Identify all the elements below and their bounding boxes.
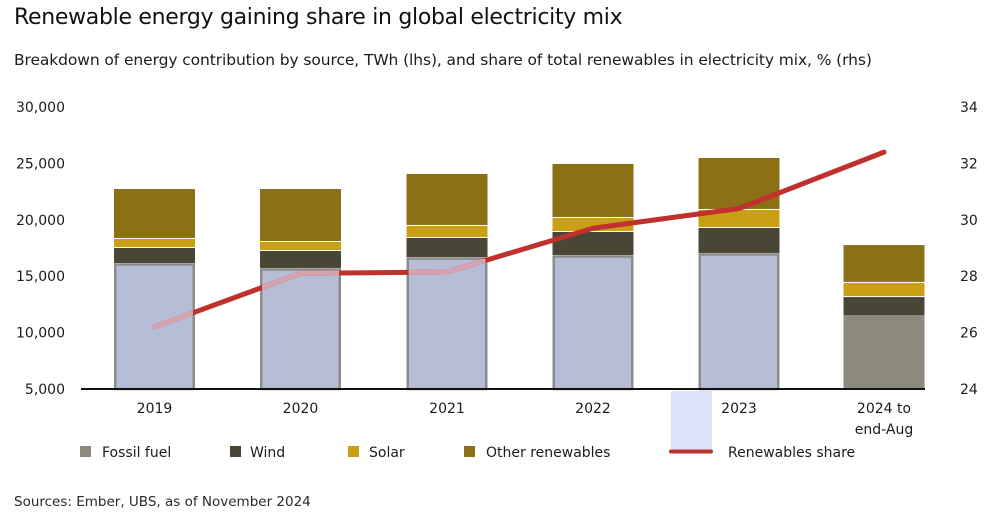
x-axis-tick-label: 2021 [429, 401, 465, 417]
legend-swatch-fossil-fuel [80, 446, 91, 457]
legend-selection-highlight [671, 391, 712, 451]
x-axis-tick-label: 2019 [137, 401, 173, 417]
right-axis-tick-label: 30 [960, 213, 978, 229]
bar-other-renewables-2022 [552, 163, 634, 217]
x-axis-tick-label: 2023 [721, 401, 757, 417]
legend-swatch-wind [230, 446, 241, 457]
x-axis-tick-label: end-Aug [855, 422, 913, 438]
renewables-share-line-highlighted [152, 254, 778, 330]
left-axis-tick-label: 15,000 [16, 269, 65, 285]
selection-overlay-layer [152, 254, 778, 330]
bar-other-renewables-2020 [260, 188, 341, 242]
bar-wind-2022 [552, 231, 634, 255]
legend-label-solar: Solar [369, 445, 405, 461]
bar-solar-2020 [260, 242, 341, 251]
x-axis-tick-label: 2024 to [857, 401, 911, 417]
legend-label-other-renewables: Other renewables [486, 445, 610, 461]
bar-wind-2023 [698, 228, 780, 253]
bar-fossil-fuel-2020 [260, 268, 341, 391]
bar-other-renewables-2023 [698, 157, 780, 209]
left-axis-tick-label: 25,000 [16, 156, 65, 172]
right-axis-tick-label: 34 [960, 100, 978, 116]
bar-wind-2021 [406, 237, 488, 258]
bar-fossil-fuel-2021 [406, 257, 488, 391]
x-axis-tick-label: 2022 [575, 401, 611, 417]
bar-fossil-fuel-2024 [843, 315, 925, 389]
right-axis-tick-label: 32 [960, 156, 978, 172]
right-axis-tick-label: 28 [960, 269, 978, 285]
bar-solar-2024 [843, 282, 925, 297]
bar-wind-2019 [114, 247, 195, 264]
bar-other-renewables-2021 [406, 173, 488, 225]
bar-solar-2019 [114, 238, 195, 247]
chart-subtitle: Breakdown of energy contribution by sour… [14, 51, 872, 69]
legend-swatch-other-renewables [464, 446, 475, 457]
legend-label-renewables-share: Renewables share [728, 445, 855, 461]
chart-title: Renewable energy gaining share in global… [14, 5, 623, 30]
legend-swatch-solar [348, 446, 359, 457]
bar-wind-2020 [260, 251, 341, 268]
left-axis-tick-label: 5,000 [25, 382, 65, 398]
right-axis-tick-label: 24 [960, 382, 978, 398]
x-axis-ticks: 2019 2020 2021 2022 2023 2024 to end-Aug [137, 401, 914, 438]
right-axis-ticks: 24 26 28 30 32 34 [960, 100, 978, 398]
x-axis-tick-label: 2020 [283, 401, 319, 417]
right-axis-tick-label: 26 [960, 326, 978, 342]
left-axis-tick-label: 30,000 [16, 100, 65, 116]
left-axis-tick-label: 10,000 [16, 326, 65, 342]
legend: Fossil fuel Wind Solar Other renewables Rene… [80, 445, 855, 461]
legend-label-wind: Wind [250, 445, 285, 461]
bar-other-renewables-2019 [114, 188, 195, 238]
bar-fossil-fuel-2022 [552, 255, 634, 391]
legend-label-fossil-fuel: Fossil fuel [102, 445, 171, 461]
source-note: Sources: Ember, UBS, as of November 2024 [14, 494, 311, 510]
bar-solar-2023 [698, 209, 780, 228]
bar-wind-2024 [843, 297, 925, 316]
bar-solar-2021 [406, 225, 488, 237]
bar-fossil-fuel-2023 [698, 253, 780, 391]
bar-other-renewables-2024 [843, 245, 925, 282]
left-axis-tick-label: 20,000 [16, 213, 65, 229]
left-axis-ticks: 5,000 10,000 15,000 20,000 25,000 30,000 [16, 100, 65, 398]
bar-group [114, 157, 925, 391]
